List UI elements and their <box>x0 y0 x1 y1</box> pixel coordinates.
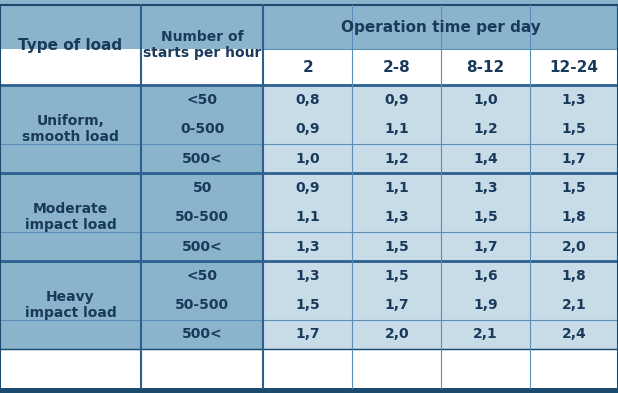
Text: <50: <50 <box>187 93 218 107</box>
Text: 0,9: 0,9 <box>384 93 409 107</box>
Text: 2,0: 2,0 <box>562 240 586 253</box>
Text: 2,4: 2,4 <box>562 327 586 342</box>
Text: Heavy
impact load: Heavy impact load <box>25 290 116 320</box>
Text: 50-500: 50-500 <box>175 298 229 312</box>
Text: 0,9: 0,9 <box>295 122 320 136</box>
Text: 0,9: 0,9 <box>295 181 320 195</box>
Text: 1,7: 1,7 <box>295 327 320 342</box>
Text: 1,3: 1,3 <box>295 240 320 253</box>
Bar <box>263 173 618 261</box>
Text: 1,5: 1,5 <box>562 181 586 195</box>
Bar <box>0 173 263 261</box>
Text: 1,3: 1,3 <box>473 181 498 195</box>
Text: 1,2: 1,2 <box>384 152 409 166</box>
Text: 500<: 500< <box>182 152 222 166</box>
Text: 2,1: 2,1 <box>473 327 498 342</box>
Bar <box>0 261 263 349</box>
Text: 1,0: 1,0 <box>295 152 320 166</box>
Text: 1,5: 1,5 <box>384 240 409 253</box>
Text: Number of
starts per hour: Number of starts per hour <box>143 30 261 60</box>
Text: 500<: 500< <box>182 327 222 342</box>
Text: 0,8: 0,8 <box>295 93 320 107</box>
Bar <box>0 0 618 5</box>
Text: 1,1: 1,1 <box>384 122 409 136</box>
Bar <box>0 85 263 173</box>
Text: 2-8: 2-8 <box>383 60 410 75</box>
Text: 1,3: 1,3 <box>295 269 320 283</box>
Text: 1,7: 1,7 <box>473 240 498 253</box>
Text: 1,5: 1,5 <box>295 298 320 312</box>
Text: 1,5: 1,5 <box>473 210 498 224</box>
Text: 1,8: 1,8 <box>562 210 586 224</box>
Text: <50: <50 <box>187 269 218 283</box>
Text: 1,7: 1,7 <box>384 298 409 312</box>
Text: 1,5: 1,5 <box>562 122 586 136</box>
Text: Moderate
impact load: Moderate impact load <box>25 202 116 232</box>
Bar <box>263 85 618 173</box>
Text: 1,0: 1,0 <box>473 93 498 107</box>
Text: 50-500: 50-500 <box>175 210 229 224</box>
Text: 1,1: 1,1 <box>384 181 409 195</box>
Text: Uniform,
smooth load: Uniform, smooth load <box>22 114 119 145</box>
Text: 1,4: 1,4 <box>473 152 498 166</box>
Text: 8-12: 8-12 <box>467 60 505 75</box>
Text: 1,6: 1,6 <box>473 269 498 283</box>
Text: 1,3: 1,3 <box>562 93 586 107</box>
Text: 1,7: 1,7 <box>562 152 586 166</box>
Text: 2,0: 2,0 <box>384 327 409 342</box>
Text: 1,1: 1,1 <box>295 210 320 224</box>
Bar <box>263 261 618 349</box>
Text: 1,5: 1,5 <box>384 269 409 283</box>
Text: 2: 2 <box>302 60 313 75</box>
Text: 50: 50 <box>192 181 212 195</box>
Text: 2,1: 2,1 <box>562 298 586 312</box>
Text: Type of load: Type of load <box>19 38 122 53</box>
Bar <box>0 388 618 393</box>
Text: 500<: 500< <box>182 240 222 253</box>
Bar <box>0 0 618 49</box>
Text: Operation time per day: Operation time per day <box>341 20 541 35</box>
Text: 1,8: 1,8 <box>562 269 586 283</box>
Text: 1,2: 1,2 <box>473 122 498 136</box>
Text: 1,3: 1,3 <box>384 210 409 224</box>
Text: 1,9: 1,9 <box>473 298 498 312</box>
Text: 0-500: 0-500 <box>180 122 224 136</box>
Text: 12-24: 12-24 <box>549 60 599 75</box>
